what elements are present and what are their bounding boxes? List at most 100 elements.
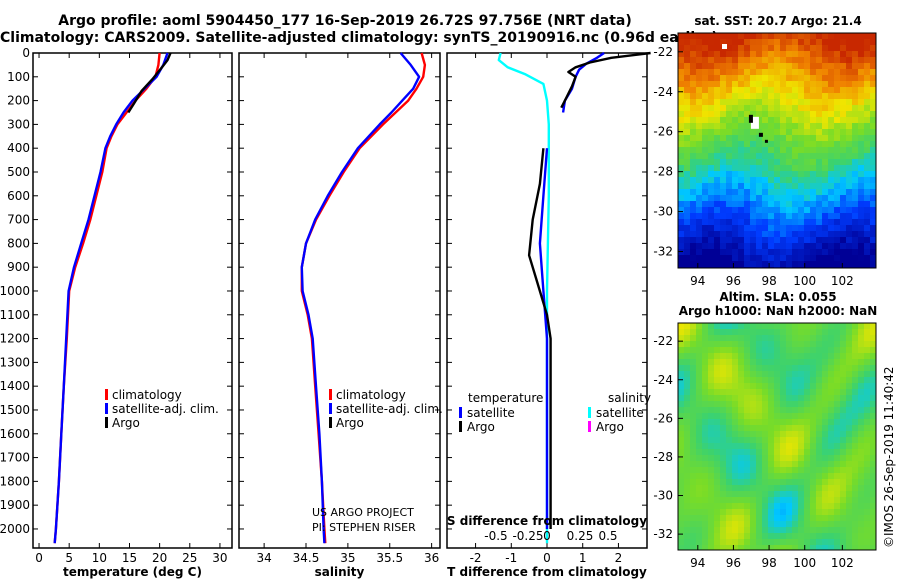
sla-map-cell [720, 431, 727, 438]
sla-map-cell [864, 467, 871, 474]
sst-map-cell [864, 255, 871, 262]
sst-map-cell [702, 219, 709, 226]
sst-map-cell [864, 117, 871, 124]
sla-map-cell [768, 377, 775, 384]
sst-map-cell [786, 201, 793, 208]
sst-map-cell [684, 219, 691, 226]
sst-map-cell [840, 81, 847, 88]
sla-map-cell [822, 383, 829, 390]
sla-map-cell [732, 341, 739, 348]
sst-map-cell [834, 243, 841, 250]
sla-map-cell [792, 419, 799, 426]
sst-map-cell [870, 195, 877, 202]
sla-map-cell [822, 431, 829, 438]
sst-map-cell [780, 237, 787, 244]
sst-map-cell [798, 243, 805, 250]
sst-map-cell [750, 153, 757, 160]
sla-map-cell [684, 503, 691, 510]
sla-map-cell [846, 509, 853, 516]
sla-map-cell [870, 503, 877, 510]
sla-map-cell [774, 473, 781, 480]
sst-map-cell [744, 171, 751, 178]
sla-map-cell [864, 461, 871, 468]
sst-map-cell [798, 57, 805, 64]
sla-map-cell [702, 389, 709, 396]
sst-map-cell [864, 33, 871, 40]
sla-map-cell [678, 365, 685, 372]
sst-map-cell [714, 57, 721, 64]
sst-map-cell [714, 225, 721, 232]
sla-map-cell [702, 323, 709, 330]
sst-map-cell [798, 261, 805, 268]
sst-map-cell [822, 129, 829, 136]
sla-map-cell [834, 419, 841, 426]
sla-map-cell [684, 467, 691, 474]
sla-map-cell [798, 323, 805, 330]
sst-map-cell [708, 231, 715, 238]
sla-map-cell [780, 401, 787, 408]
sst-map-cell [738, 237, 745, 244]
sst-map-cell [744, 261, 751, 268]
sst-map-cell [708, 51, 715, 58]
sla-map-cell [792, 347, 799, 354]
sla-map-cell [696, 509, 703, 516]
sst-map-cell [870, 255, 877, 262]
sst-map-cell [732, 117, 739, 124]
sst-map-cell [696, 39, 703, 46]
sst-map-cell [750, 147, 757, 154]
sla-map-cell [744, 407, 751, 414]
sla-map-cell [714, 485, 721, 492]
sla-map-cell [798, 515, 805, 522]
sla-map-cell [870, 353, 877, 360]
sla-map-cell [858, 389, 865, 396]
sst-map-cell [780, 117, 787, 124]
sst-map-cell [762, 207, 769, 214]
sla-map-cell [756, 353, 763, 360]
sla-map-cell [690, 335, 697, 342]
sst-map-cell [732, 87, 739, 94]
sst-map-cell [720, 177, 727, 184]
sst-map-cell [750, 183, 757, 190]
sst-map-cell [732, 159, 739, 166]
sst-map-cell [720, 207, 727, 214]
sla-map-cell [822, 323, 829, 330]
sla-map-cell [744, 413, 751, 420]
sst-map-cell [768, 225, 775, 232]
sst-map-cell [684, 213, 691, 220]
sst-map-cell [804, 213, 811, 220]
sst-map-cell [828, 33, 835, 40]
sst-map-cell [798, 201, 805, 208]
sla-map-cell [708, 359, 715, 366]
sst-map-cell [822, 147, 829, 154]
sla-map-cell [762, 497, 769, 504]
sst-map-cell [714, 261, 721, 268]
sst-map-cell [834, 207, 841, 214]
sst-map-cell [738, 39, 745, 46]
sla-map-cell [750, 497, 757, 504]
sst-map-cell [726, 225, 733, 232]
sla-map-cell [816, 389, 823, 396]
sst-map-cell [696, 189, 703, 196]
sla-map-cell [696, 335, 703, 342]
sla-map-cell [816, 425, 823, 432]
sst-map-cell [696, 141, 703, 148]
sst-map-cell [720, 225, 727, 232]
sst-map-cell [708, 123, 715, 130]
sla-map-cell [804, 353, 811, 360]
sla-map-cell [696, 347, 703, 354]
sla-map-cell [762, 407, 769, 414]
difference-profile-xtick-label: 0 [543, 551, 551, 565]
sla-map-cell [822, 437, 829, 444]
sla-map-cell [702, 455, 709, 462]
sst-map-cell [696, 207, 703, 214]
sla-map-cell [816, 467, 823, 474]
sst-map-cell [864, 207, 871, 214]
sla-map-cell [756, 341, 763, 348]
sst-map-cell [810, 63, 817, 70]
sst-map-cell [750, 75, 757, 82]
sst-map-cell [774, 33, 781, 40]
temperature-profile-xtick-label: 30 [212, 551, 227, 565]
sst-map-cell [816, 165, 823, 172]
sst-map-cell [762, 45, 769, 52]
sst-map-cell [834, 123, 841, 130]
